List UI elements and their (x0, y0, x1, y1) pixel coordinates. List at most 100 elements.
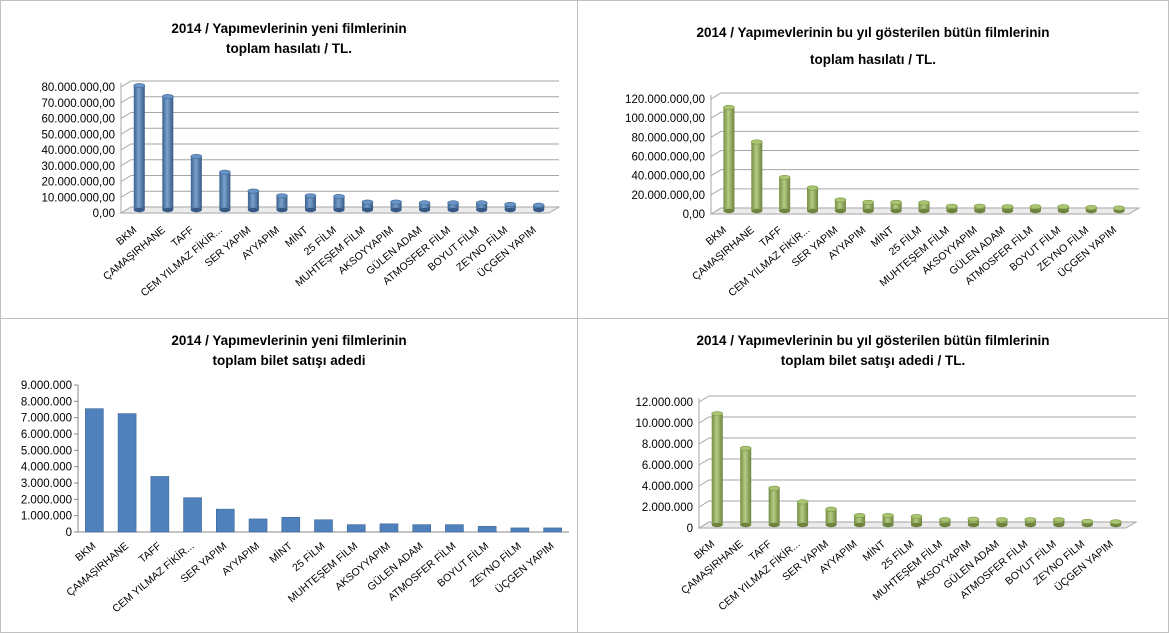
bar (281, 517, 301, 533)
gridline (120, 127, 559, 135)
gridline (698, 458, 1136, 466)
bar (85, 408, 104, 533)
gridline (710, 188, 1139, 196)
bar (445, 524, 464, 533)
chart-panel-tickets-all: 2014 / Yapımevlerinin bu yıl gösterilen … (577, 318, 1169, 633)
category-label: ÜÇGEN YAPIM (493, 540, 556, 596)
bar (510, 527, 530, 533)
chart-title: 2014 / Yapımevlerinin yeni filmlerinin t… (1, 19, 577, 59)
gridlines (710, 92, 1139, 215)
gridline (698, 416, 1136, 424)
bar (1053, 517, 1065, 528)
gridline (120, 190, 559, 198)
chart-title-line-2: toplam hasılatı / TL. (809, 52, 936, 67)
chart-title-line-1: 2014 / Yapımevlerinin yeni filmlerinin (171, 333, 407, 348)
y-tick-label: 60.000.000,00 (41, 114, 115, 126)
gridline (710, 130, 1139, 138)
y-tick-label: 6.000.000 (21, 429, 72, 441)
bar (543, 527, 562, 533)
bar (739, 445, 752, 528)
bar (834, 197, 847, 214)
bar (1001, 204, 1014, 214)
chart-title-line-2: toplam hasılatı / TL. (225, 41, 352, 56)
bar (778, 174, 791, 214)
bar (1024, 517, 1037, 528)
bar (910, 514, 923, 528)
y-tick-label: 10.000.000,00 (41, 192, 115, 204)
gridline (120, 112, 559, 119)
y-tick-label: 8.000.000 (21, 396, 72, 408)
bar (219, 169, 231, 213)
bar (346, 524, 366, 533)
bar (117, 413, 137, 533)
bar-chart-svg: 0 2.000.000 4.000.000 6.000.000 8.000.000 10.… (635, 395, 1138, 613)
bar (216, 508, 235, 533)
bar (723, 105, 735, 214)
y-tick-label: 70.000.000,00 (41, 98, 115, 110)
bar (379, 523, 399, 533)
y-tick-label: 4.000.000 (21, 462, 72, 474)
bar (882, 513, 894, 528)
bar-chart-svg: 0,00 20.000.000,00 40.000.000,00 60.000.000… (625, 92, 1141, 299)
bar (477, 525, 497, 533)
bar (996, 517, 1008, 528)
chart-title-line-1: 2014 / Yapımevlerinin bu yıl gösterilen … (696, 333, 1050, 348)
bar (361, 199, 374, 213)
y-tick-label: 6.000.000 (642, 460, 693, 472)
y-tick-label: 120.000.000,00 (625, 94, 705, 106)
y-tick-label: 12.000.000 (635, 397, 693, 409)
bar (806, 185, 819, 214)
bar (475, 200, 488, 213)
bar (946, 203, 958, 214)
gridline (698, 479, 1136, 487)
bar (190, 153, 203, 213)
bar (390, 199, 402, 213)
bar (1057, 204, 1070, 214)
y-tick-label: 20.000.000,00 (41, 177, 115, 189)
gridline (710, 150, 1139, 157)
y-tick-label: 9.000.000 (21, 380, 72, 392)
gridline (120, 143, 559, 151)
chart-title-line-2: toplam bilet satışı adedi / TL. (780, 353, 966, 368)
chart-panel-tickets-new: 2014 / Yapımevlerinin yeni filmlerinin t… (0, 318, 578, 633)
bar (796, 499, 809, 528)
gridline (710, 92, 1139, 100)
gridline (710, 111, 1139, 119)
bar (412, 524, 432, 533)
category-label: BKM (73, 540, 98, 564)
chart-title: 2014 / Yapımevlerinin yeni filmlerinin t… (1, 331, 577, 371)
category-label: MİNT (267, 539, 295, 566)
bar-chart-svg: 0,00 10.000.000,00 20.000.000,00 30.000.000… (41, 80, 561, 299)
bar (247, 188, 260, 213)
gridline (710, 169, 1139, 177)
bar (825, 506, 837, 528)
bar (248, 518, 268, 533)
chart-title: 2014 / Yapımevlerinin bu yıl gösterilen … (578, 19, 1168, 73)
bar (333, 194, 345, 213)
bar (276, 193, 288, 213)
chart-panel-revenue-all: 2014 / Yapımevlerinin bu yıl gösterilen … (577, 0, 1169, 319)
bar (418, 200, 431, 213)
y-tick-label: 0,00 (683, 209, 705, 221)
bar (973, 203, 986, 214)
y-tick-label: 20.000.000,00 (631, 190, 705, 202)
chart-title-line-1: 2014 / Yapımevlerinin bu yıl gösterilen … (696, 25, 1050, 40)
y-tick-label: 80.000.000,00 (41, 82, 115, 94)
y-tick-label: 40.000.000,00 (41, 145, 115, 157)
y-tick-label: 100.000.000,00 (625, 113, 705, 125)
bar (1081, 518, 1094, 528)
y-tick-label: 1.000.000 (21, 511, 72, 523)
bar (447, 200, 459, 213)
y-tick-label: 2.000.000 (21, 494, 72, 506)
y-tick-label: 50.000.000,00 (41, 129, 115, 141)
bar (918, 200, 930, 214)
y-tick-label: 3.000.000 (21, 478, 72, 490)
bar (314, 519, 333, 533)
bar (162, 94, 174, 213)
y-tick-label: 60.000.000,00 (631, 152, 705, 164)
bar (150, 476, 170, 533)
chart-title: 2014 / Yapımevlerinin bu yıl gösterilen … (578, 331, 1168, 371)
y-tick-label: 5.000.000 (21, 445, 72, 457)
y-tick-label: 7.000.000 (21, 413, 72, 425)
y-tick-label: 0,00 (93, 208, 115, 220)
